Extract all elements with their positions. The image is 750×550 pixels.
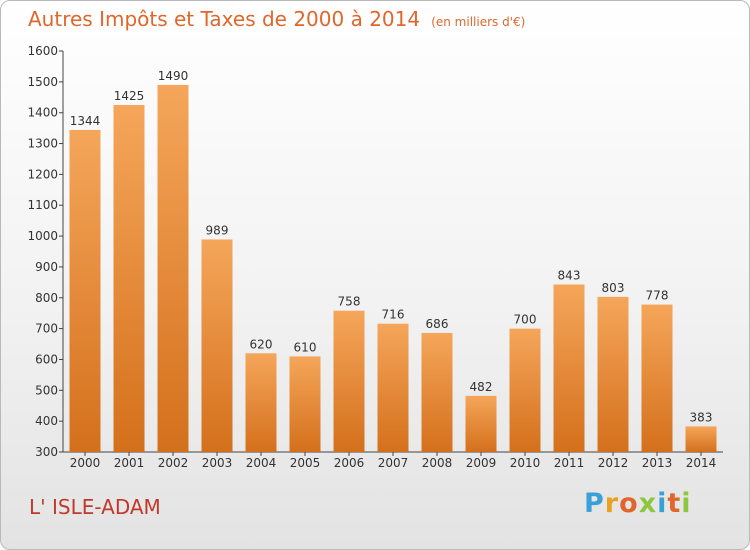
bar <box>333 310 365 452</box>
logo-letter: i <box>681 488 692 519</box>
bar <box>685 426 717 452</box>
logo-letter: o <box>619 488 639 519</box>
chart-title-main: Autres Impôts et Taxes de 2000 à 2014 <box>28 7 421 31</box>
axes: 300 400 500 600 700 800 900 1000 1100 1200 1300 140… <box>27 44 723 470</box>
y-tick-label: 1200 <box>27 167 58 181</box>
y-tick-label: 300 <box>35 445 58 459</box>
bar <box>421 332 453 452</box>
y-tick-label: 1100 <box>27 198 58 212</box>
x-tick-label: 2014 <box>686 456 717 470</box>
proxiti-logo[interactable]: Proxiti <box>584 488 692 519</box>
y-tick-label: 400 <box>35 414 58 428</box>
y-tick-label: 800 <box>35 291 58 305</box>
bar <box>465 395 497 452</box>
bar <box>201 239 233 452</box>
bar <box>641 304 673 452</box>
y-tick-label: 1300 <box>27 137 58 151</box>
y-tick-label: 700 <box>35 322 58 336</box>
bar-value-label: 1425 <box>114 89 145 103</box>
bar-value-label: 989 <box>206 223 229 237</box>
x-tick-label: 2003 <box>202 456 233 470</box>
bar-value-label: 803 <box>602 281 625 295</box>
y-tick-label: 1400 <box>27 106 58 120</box>
x-tick-label: 2005 <box>290 456 321 470</box>
bar <box>245 353 277 452</box>
logo-letter: r <box>604 488 620 519</box>
logo-letter: t <box>667 488 682 519</box>
bar-value-label: 383 <box>690 410 713 424</box>
bar-value-label: 686 <box>426 317 449 331</box>
bar-value-label: 610 <box>294 340 317 354</box>
x-tick-label: 2009 <box>466 456 497 470</box>
bar-value-label: 482 <box>470 380 493 394</box>
x-tick-label: 2001 <box>114 456 145 470</box>
bar-value-label: 716 <box>382 308 405 322</box>
bar <box>157 84 189 452</box>
x-tick-label: 2012 <box>598 456 629 470</box>
bar <box>509 328 541 452</box>
y-tick-label: 600 <box>35 352 58 366</box>
bar <box>113 104 145 452</box>
chart-title: Autres Impôts et Taxes de 2000 à 2014 (e… <box>28 7 525 31</box>
bars: 1344 1425 1490 989 620 610 758 716 686 482 700 843 8… <box>69 69 717 452</box>
x-tick-label: 2006 <box>334 456 365 470</box>
bar-value-label: 1344 <box>70 114 101 128</box>
bar-value-label: 1490 <box>158 69 189 83</box>
logo-letter: x <box>638 488 658 519</box>
y-tick-label: 1500 <box>27 75 58 89</box>
bar <box>69 129 101 452</box>
x-tick-label: 2007 <box>378 456 409 470</box>
y-tick-label: 1000 <box>27 229 58 243</box>
place-name: L' ISLE-ADAM <box>29 495 161 519</box>
bar-value-label: 700 <box>514 313 537 327</box>
bar <box>553 284 585 452</box>
x-tick-label: 2002 <box>158 456 189 470</box>
x-tick-label: 2004 <box>246 456 277 470</box>
x-tick-label: 2011 <box>554 456 585 470</box>
x-tick-label: 2013 <box>642 456 673 470</box>
bar-value-label: 843 <box>558 269 581 283</box>
bar <box>289 356 321 452</box>
x-tick-label: 2000 <box>70 456 101 470</box>
logo-letter: i <box>657 488 668 519</box>
bar-value-label: 778 <box>646 289 669 303</box>
chart-subtitle: (en milliers d'€) <box>431 15 526 29</box>
x-tick-label: 2010 <box>510 456 541 470</box>
y-tick-label: 500 <box>35 383 58 397</box>
bar-value-label: 758 <box>338 295 361 309</box>
bar <box>377 323 409 452</box>
y-tick-label: 1600 <box>27 44 58 58</box>
x-tick-label: 2008 <box>422 456 453 470</box>
bar <box>597 296 629 452</box>
bar-value-label: 620 <box>250 337 273 351</box>
logo-letter: P <box>584 488 605 519</box>
y-tick-label: 900 <box>35 260 58 274</box>
